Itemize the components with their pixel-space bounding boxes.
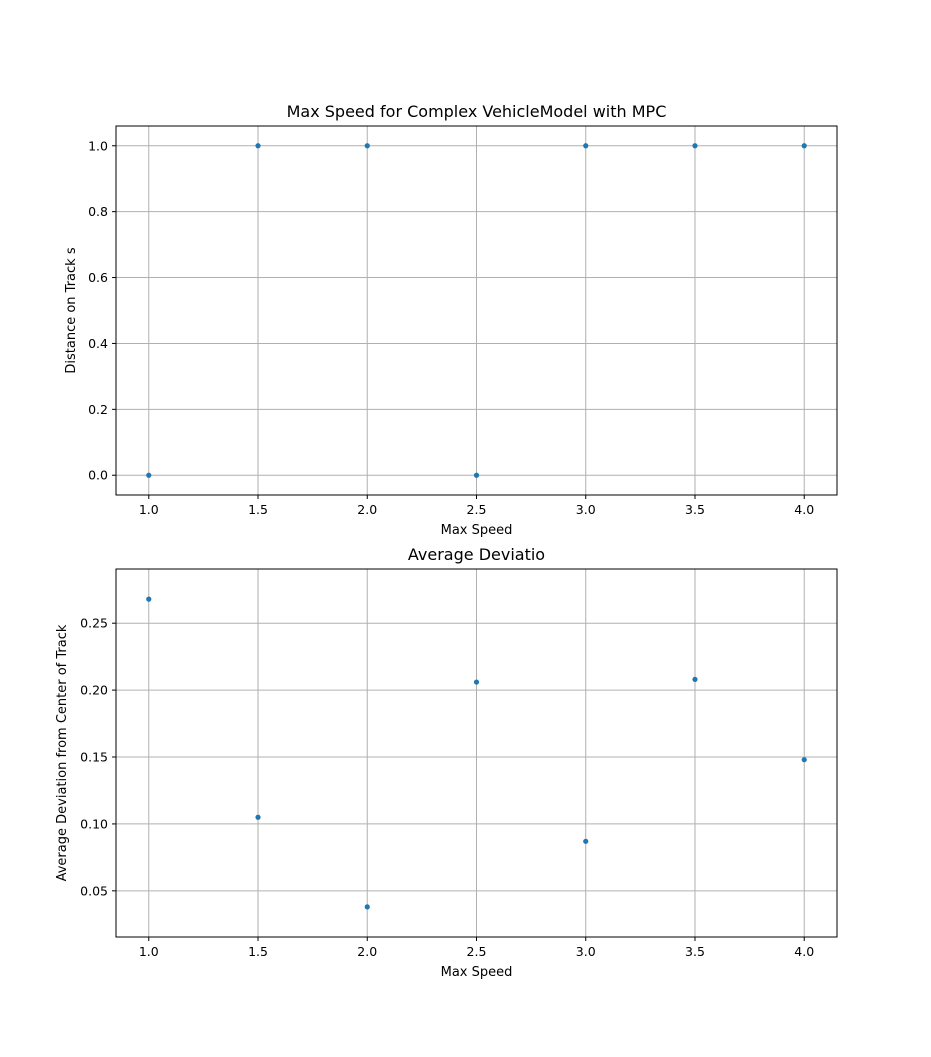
x-tick-label: 3.0 bbox=[576, 944, 596, 959]
x-tick-label: 4.0 bbox=[794, 944, 814, 959]
data-point bbox=[801, 143, 807, 149]
x-tick-label: 3.5 bbox=[685, 944, 705, 959]
y-tick-label: 1.0 bbox=[88, 138, 108, 153]
data-point bbox=[255, 143, 261, 149]
data-point bbox=[146, 596, 152, 602]
y-tick-label: 0.2 bbox=[88, 402, 108, 417]
data-point bbox=[692, 676, 698, 683]
y-tick-label: 0.25 bbox=[80, 616, 108, 631]
x-axis-label: Max Speed bbox=[441, 965, 513, 980]
y-tick-label: 0.4 bbox=[88, 336, 108, 351]
data-point bbox=[364, 143, 370, 149]
chart-title: Average Deviatio bbox=[408, 545, 545, 564]
x-tick-label: 3.5 bbox=[685, 502, 705, 517]
x-tick-label: 1.5 bbox=[248, 944, 268, 959]
y-tick-label: 0.0 bbox=[88, 468, 108, 483]
data-point bbox=[255, 814, 261, 820]
x-tick-label: 3.0 bbox=[576, 502, 596, 517]
x-tick-label: 2.0 bbox=[357, 502, 377, 517]
plot-distance-on-track: 1.0 1.5 2.0 2.5 3.0 3.5 4.0 0.0 0.2 0.4 0.6 0.8 1.0 M… bbox=[64, 102, 838, 538]
data-point bbox=[146, 472, 152, 478]
x-tick-label: 2.5 bbox=[467, 944, 487, 959]
y-tick-label: 0.15 bbox=[80, 750, 108, 765]
y-tick-label: 0.8 bbox=[88, 204, 108, 219]
plot-average-deviation: 1.0 1.5 2.0 2.5 3.0 3.5 4.0 0.05 0.10 0.15 0.20 0.2… bbox=[55, 545, 838, 980]
x-tick-label: 2.0 bbox=[357, 944, 377, 959]
data-point bbox=[473, 472, 480, 478]
data-point bbox=[801, 757, 807, 763]
y-tick-label: 0.10 bbox=[80, 816, 108, 831]
x-tick-label: 4.0 bbox=[794, 502, 814, 517]
y-tick-label: 0.20 bbox=[80, 683, 108, 698]
y-tick-label: 0.6 bbox=[88, 270, 108, 285]
y-axis-label: Average Deviation from Center of Track bbox=[55, 624, 70, 881]
data-point bbox=[473, 679, 480, 685]
chart-title: Max Speed for Complex VehicleModel with … bbox=[287, 102, 667, 121]
x-tick-label: 1.0 bbox=[139, 944, 159, 959]
data-point bbox=[692, 143, 698, 149]
data-point bbox=[583, 838, 589, 844]
y-tick-label: 0.05 bbox=[80, 883, 108, 898]
y-axis-label: Distance on Track s bbox=[64, 247, 79, 373]
x-axis-label: Max Speed bbox=[441, 523, 513, 538]
data-point bbox=[364, 904, 370, 910]
data-point bbox=[583, 143, 589, 149]
x-tick-label: 2.5 bbox=[467, 502, 487, 517]
x-tick-label: 1.5 bbox=[248, 502, 268, 517]
x-tick-label: 1.0 bbox=[139, 502, 159, 517]
